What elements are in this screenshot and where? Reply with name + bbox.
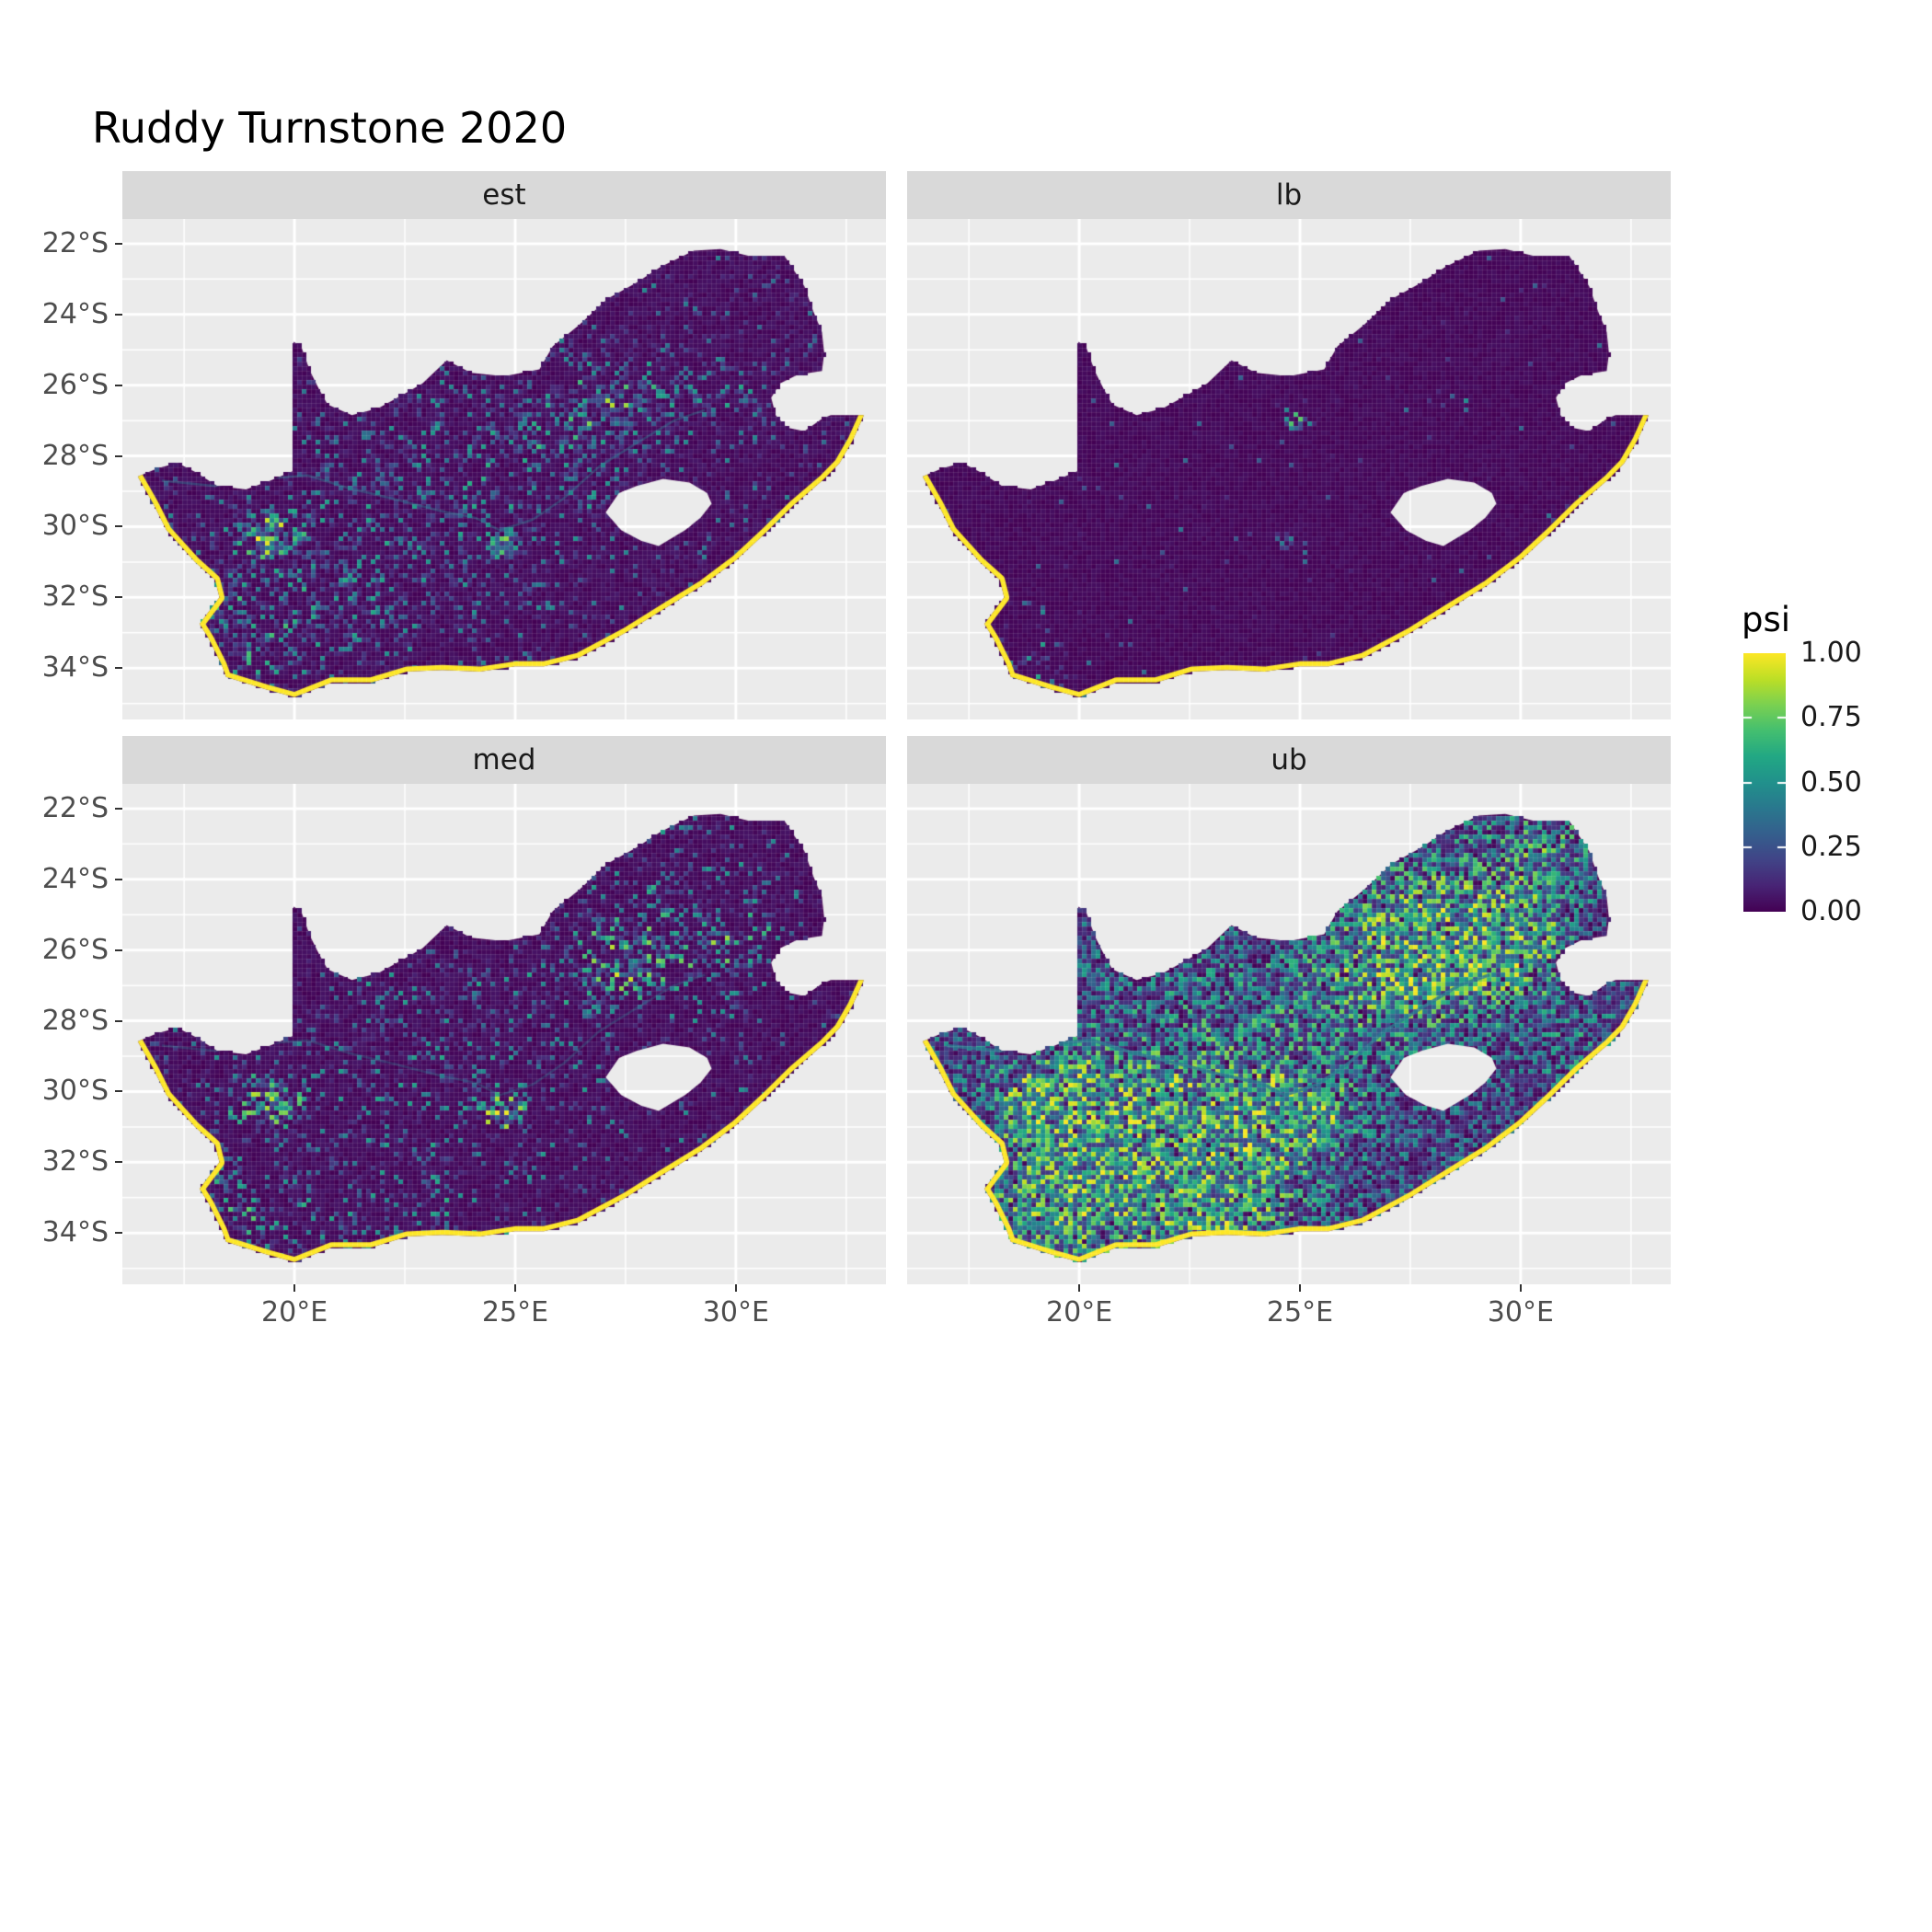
y-axis-tick-mark [115,313,122,316]
legend-tick-label: 0.25 [1800,830,1862,863]
y-axis-tick-label: 22°S [41,226,109,259]
x-axis-tick-mark [734,1284,737,1292]
map-panel-lb [907,219,1671,719]
legend-colorbar [1743,653,1786,912]
facet-strip-ub: ub [907,736,1671,784]
y-axis-tick-label: 32°S [41,581,109,614]
x-axis-tick-mark [1519,1284,1522,1292]
y-axis-tick-label: 32°S [41,1145,109,1179]
x-axis-tick-label: 20°E [261,1296,328,1328]
map-panel-est [122,219,886,719]
x-axis-tick-label: 30°E [702,1296,769,1328]
x-axis-tick-mark [1298,1284,1301,1292]
legend-title: psi [1742,600,1791,639]
y-axis-tick-mark [115,1090,122,1093]
map-panel-ub [907,784,1671,1284]
legend-tick-label: 1.00 [1800,637,1862,669]
facet-strip-lb: lb [907,171,1671,219]
y-axis-tick-mark [115,949,122,951]
x-axis-tick-label: 25°E [1266,1296,1334,1328]
y-axis-tick-mark [115,878,122,880]
y-axis-tick-mark [115,242,122,245]
x-axis-tick-mark [293,1284,296,1292]
y-axis-tick-mark [115,596,122,599]
map-panel-med [122,784,886,1284]
x-axis-tick-label: 20°E [1046,1296,1113,1328]
y-axis-tick-label: 26°S [41,368,109,401]
y-axis-tick-mark [115,384,122,386]
y-axis-tick-mark [115,1232,122,1235]
y-axis-tick-label: 34°S [41,1216,109,1249]
y-axis-tick-mark [115,667,122,670]
facet-strip-label-ub: ub [1271,743,1307,776]
plot-title: Ruddy Turnstone 2020 [92,103,568,153]
y-axis-tick-mark [115,1019,122,1022]
facet-strip-med: med [122,736,886,784]
y-axis-tick-label: 30°S [41,1075,109,1108]
facet-strip-label-lb: lb [1275,178,1303,212]
y-axis-tick-label: 28°S [41,439,109,472]
y-axis-tick-label: 26°S [41,933,109,966]
y-axis-tick-mark [115,454,122,457]
x-axis-tick-label: 25°E [481,1296,549,1328]
y-axis-tick-label: 22°S [41,791,109,824]
x-axis-tick-mark [1078,1284,1081,1292]
y-axis-tick-mark [115,525,122,528]
y-axis-tick-mark [115,807,122,810]
y-axis-tick-mark [115,1161,122,1164]
y-axis-tick-label: 24°S [41,862,109,895]
x-axis-tick-label: 30°E [1487,1296,1554,1328]
legend-tick-label: 0.75 [1800,701,1862,734]
facet-strip-label-est: est [482,178,526,212]
facet-strip-est: est [122,171,886,219]
facet-strip-label-med: med [472,743,536,776]
legend-tick-label: 0.00 [1800,895,1862,927]
y-axis-tick-label: 34°S [41,651,109,684]
legend-tick-label: 0.50 [1800,765,1862,799]
y-axis-tick-label: 24°S [41,297,109,330]
y-axis-tick-label: 30°S [41,510,109,543]
x-axis-tick-mark [513,1284,516,1292]
y-axis-tick-label: 28°S [41,1004,109,1037]
